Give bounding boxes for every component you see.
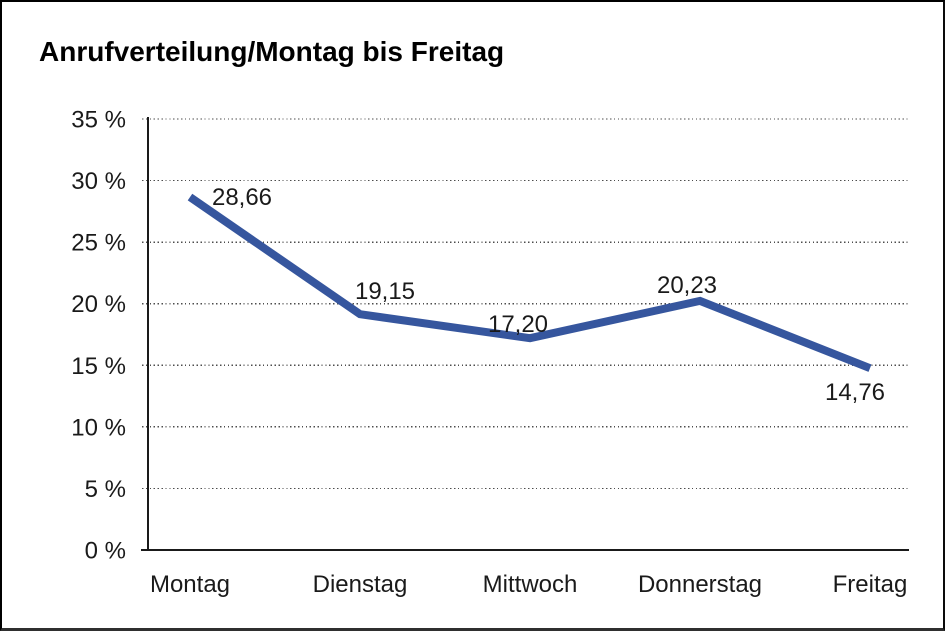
data-label: 17,20 [488,311,548,338]
series-line [187,193,872,372]
data-label: 14,76 [825,379,885,406]
x-tick-label: Dienstag [313,571,408,598]
data-label: 19,15 [355,278,415,305]
y-tick-label: 35 % [71,107,126,134]
y-tick-label: 15 % [71,353,126,380]
x-tick-label: Freitag [833,571,908,598]
y-tick-label: 5 % [85,476,126,503]
x-tick-label: Mittwoch [483,571,578,598]
y-tick-label: 10 % [71,414,126,441]
y-tick-label: 25 % [71,230,126,257]
data-label: 20,23 [657,272,717,299]
y-tick-label: 30 % [71,168,126,195]
x-tick-label: Donnerstag [638,571,762,598]
x-tick-label: Montag [150,571,230,598]
data-label: 28,66 [212,184,272,211]
y-tick-label: 20 % [71,291,126,318]
y-tick-label: 0 % [85,538,126,565]
chart-title: Anrufverteilung/Montag bis Freitag [39,36,505,67]
